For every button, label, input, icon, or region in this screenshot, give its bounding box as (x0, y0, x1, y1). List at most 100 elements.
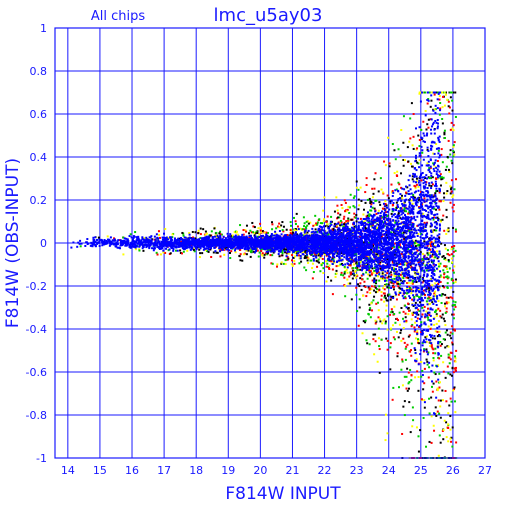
scatter-point (191, 238, 194, 241)
scatter-point (434, 347, 437, 350)
scatter-point (435, 190, 438, 193)
scatter-point (438, 252, 441, 255)
scatter-point (443, 133, 446, 136)
scatter-point (454, 278, 457, 281)
scatter-point (422, 341, 425, 344)
scatter-point (426, 148, 429, 151)
scatter-point (339, 219, 342, 222)
scatter-point (283, 248, 286, 251)
scatter-point (408, 206, 411, 209)
scatter-point (424, 336, 427, 339)
scatter-point (212, 251, 215, 254)
scatter-point (263, 253, 266, 256)
scatter-point (410, 318, 413, 321)
scatter-point (445, 296, 448, 299)
scatter-point (386, 432, 389, 435)
scatter-point (387, 293, 390, 296)
scatter-point (263, 256, 266, 259)
scatter-point (328, 264, 331, 267)
scatter-point (447, 353, 450, 356)
scatter-point (341, 264, 344, 267)
scatter-point (320, 263, 323, 266)
scatter-point (405, 387, 408, 390)
scatter-point (435, 143, 438, 146)
scatter-point (451, 206, 454, 209)
scatter-point (384, 200, 387, 203)
scatter-point (389, 327, 392, 330)
scatter-point (395, 174, 398, 177)
scatter-point (137, 237, 140, 240)
scatter-point (439, 281, 442, 284)
scatter-point (402, 405, 405, 408)
scatter-point (426, 274, 429, 277)
scatter-point (294, 251, 297, 254)
scatter-point (419, 175, 422, 178)
scatter-point (435, 322, 438, 325)
scatter-point (334, 222, 337, 225)
scatter-point (367, 286, 370, 289)
scatter-point (218, 232, 221, 235)
scatter-point (248, 236, 251, 239)
scatter-point (312, 271, 315, 274)
scatter-point (378, 201, 381, 204)
scatter-point (384, 439, 387, 442)
scatter-point (338, 255, 341, 258)
scatter-point (412, 193, 415, 196)
scatter-point (441, 285, 444, 288)
scatter-point (384, 211, 387, 214)
scatter-point (368, 303, 371, 306)
scatter-point (199, 245, 202, 248)
scatter-point (400, 368, 403, 371)
scatter-point (285, 255, 288, 258)
scatter-point (410, 379, 413, 382)
scatter-point (451, 445, 454, 448)
scatter-point (317, 254, 320, 257)
scatter-point (368, 241, 371, 244)
scatter-point (419, 265, 422, 268)
scatter-point (362, 294, 365, 297)
scatter-point (420, 203, 423, 206)
scatter-point (449, 373, 452, 376)
scatter-point (433, 229, 436, 232)
scatter-point (433, 316, 436, 319)
scatter-point (442, 214, 445, 217)
scatter-point (336, 209, 339, 212)
scatter-point (280, 233, 283, 236)
scatter-point (418, 126, 421, 129)
scatter-point (339, 243, 342, 246)
scatter-point (293, 248, 296, 251)
scatter-point (401, 276, 404, 279)
scatter-point (417, 162, 420, 165)
scatter-point (428, 264, 431, 267)
scatter-point (444, 376, 447, 379)
scatter-point (335, 196, 338, 199)
scatter-point (228, 251, 231, 254)
scatter-point (296, 251, 299, 254)
scatter-point (443, 276, 446, 279)
scatter-point (339, 213, 342, 216)
scatter-point (430, 265, 433, 268)
scatter-point (420, 324, 423, 327)
scatter-point (161, 236, 164, 239)
scatter-point (332, 254, 335, 257)
scatter-point (387, 232, 390, 235)
scatter-point (388, 257, 391, 260)
scatter-point (417, 277, 420, 280)
scatter-point (106, 235, 109, 238)
scatter-point (291, 264, 294, 267)
scatter-point (394, 219, 397, 222)
scatter-point (392, 268, 395, 271)
scatter-point (451, 297, 454, 300)
scatter-point (425, 350, 428, 353)
scatter-point (199, 227, 202, 230)
scatter-point (384, 413, 387, 416)
scatter-point (452, 304, 455, 307)
scatter-point (431, 301, 434, 304)
scatter-point (307, 222, 310, 225)
scatter-point (98, 244, 101, 247)
scatter-point (429, 327, 432, 330)
scatter-point (430, 148, 433, 151)
scatter-point (386, 328, 389, 331)
scatter-point (428, 279, 431, 282)
scatter-point (447, 296, 450, 299)
